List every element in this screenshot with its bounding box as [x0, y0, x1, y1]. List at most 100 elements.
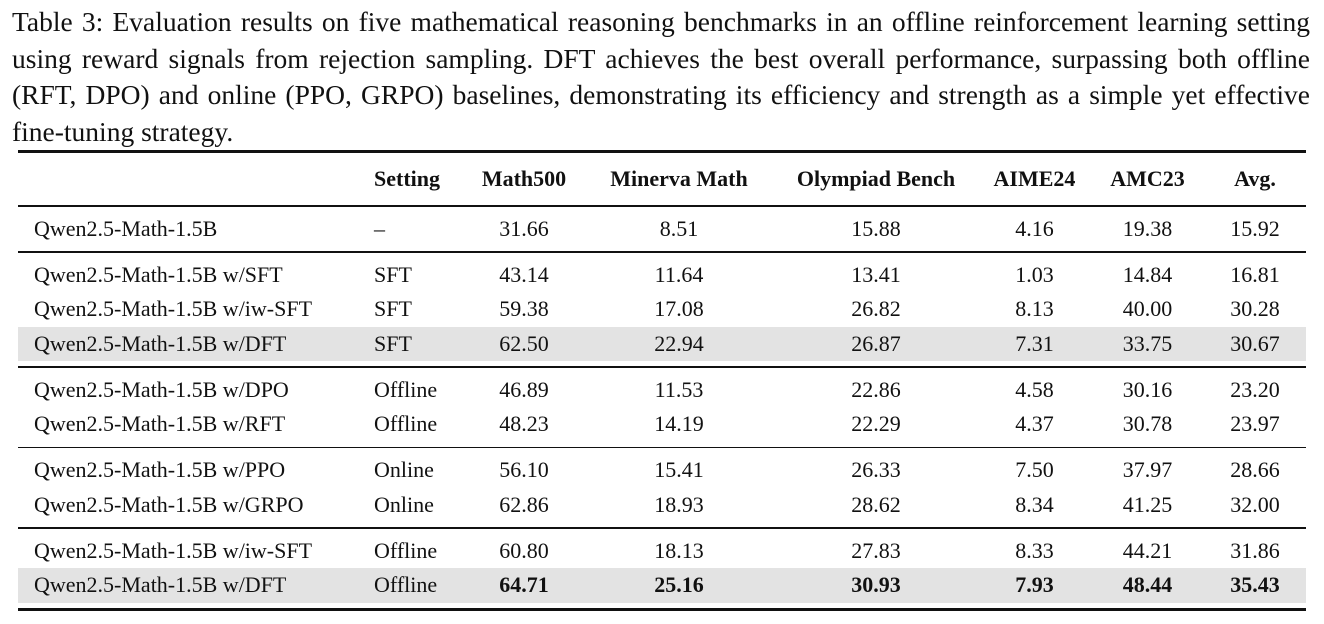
cell-amc23: 30.78: [1122, 411, 1173, 437]
cell-math500: 56.10: [499, 457, 549, 483]
cell-minerva-math: 25.16: [654, 572, 704, 598]
header-olympiad-bench: Olympiad Bench: [796, 166, 956, 191]
cell-aime24: 1.03: [1015, 261, 1054, 287]
cell-model: Qwen2.5-Math-1.5B: [34, 215, 218, 241]
cell-aime24: 4.16: [1015, 215, 1054, 241]
cell-minerva-math: 14.19: [654, 411, 704, 437]
cell-setting: Online: [374, 491, 434, 517]
cell-aime24: 7.50: [1015, 457, 1054, 483]
cell-model: Qwen2.5-Math-1.5B w/RFT: [34, 411, 286, 437]
table-top-rule: [18, 150, 1306, 153]
cell-model: Qwen2.5-Math-1.5B w/PPO: [34, 457, 286, 483]
table-bottom-rule: [18, 607, 1306, 611]
cell-minerva-math: 11.64: [654, 261, 704, 287]
cell-olympiad-bench: 22.29: [851, 411, 901, 437]
cell-minerva-math: 18.13: [654, 537, 704, 563]
cell-olympiad-bench: 22.86: [851, 376, 901, 402]
cell-setting: SFT: [374, 330, 412, 356]
cell-aime24: 8.34: [1015, 491, 1054, 517]
cell-math500: 62.86: [499, 491, 549, 517]
cell-amc23: 48.44: [1122, 572, 1173, 598]
cell-olympiad-bench: 27.83: [851, 537, 901, 563]
cell-setting: Offline: [374, 572, 438, 598]
table-row: Qwen2.5-Math-1.5B w/GRPO Online 62.86 18.93…: [18, 488, 1306, 523]
cell-amc23: 14.84: [1122, 261, 1173, 287]
cell-avg: 35.43: [1230, 572, 1280, 598]
cell-model: Qwen2.5-Math-1.5B w/iw-SFT: [34, 537, 313, 563]
cell-math500: 43.14: [499, 261, 549, 287]
header-minerva-math: Minerva Math: [610, 166, 748, 191]
header-setting: Setting: [374, 166, 440, 191]
cell-model: Qwen2.5-Math-1.5B w/GRPO: [34, 491, 304, 517]
cell-avg: 15.92: [1230, 215, 1280, 241]
cell-aime24: 8.33: [1015, 537, 1054, 563]
cell-avg: 16.81: [1230, 261, 1280, 287]
cell-model: Qwen2.5-Math-1.5B w/SFT: [34, 261, 283, 287]
cell-math500: 62.50: [499, 330, 549, 356]
cell-math500: 60.80: [499, 537, 549, 563]
cell-aime24: 7.93: [1015, 572, 1054, 598]
cell-amc23: 19.38: [1122, 215, 1173, 241]
cell-avg: 23.97: [1230, 411, 1280, 437]
cell-minerva-math: 11.53: [654, 376, 704, 402]
table-row: Qwen2.5-Math-1.5B w/PPO Online 56.10 15.41 2…: [18, 453, 1306, 488]
cell-model: Qwen2.5-Math-1.5B w/DFT: [34, 330, 287, 356]
results-table: Setting Math500 Minerva Math Olympiad Be…: [18, 150, 1306, 611]
table-row: Qwen2.5-Math-1.5B w/DFT Offline 64.71 25.16…: [18, 568, 1306, 603]
cell-amc23: 33.75: [1122, 330, 1173, 356]
cell-minerva-math: 8.51: [659, 215, 699, 241]
header-rule: [18, 205, 1306, 207]
cell-math500: 59.38: [499, 296, 549, 322]
cell-olympiad-bench: 30.93: [851, 572, 901, 598]
table-row: Qwen2.5-Math-1.5B – 31.66 8.51 15.88 4.16 19.3…: [18, 212, 1306, 247]
cell-olympiad-bench: 26.87: [851, 330, 901, 356]
group-divider: [18, 446, 1306, 448]
cell-setting: –: [374, 215, 385, 241]
cell-minerva-math: 18.93: [654, 491, 704, 517]
table-row: Qwen2.5-Math-1.5B w/iw-SFT Offline 60.80 18…: [18, 534, 1306, 569]
cell-setting: SFT: [374, 261, 412, 287]
cell-setting: Online: [374, 457, 434, 483]
cell-aime24: 7.31: [1015, 330, 1054, 356]
cell-math500: 31.66: [499, 215, 549, 241]
cell-math500: 64.71: [499, 572, 549, 598]
cell-setting: SFT: [374, 296, 412, 322]
table-body: Qwen2.5-Math-1.5B – 31.66 8.51 15.88 4.16 19.3…: [18, 207, 1306, 608]
cell-olympiad-bench: 15.88: [851, 215, 901, 241]
table-header-row: Setting Math500 Minerva Math Olympiad Be…: [18, 153, 1306, 205]
header-aime24: AIME24: [993, 166, 1076, 191]
cell-amc23: 40.00: [1122, 296, 1173, 322]
group-divider: [18, 251, 1306, 253]
group-divider: [18, 366, 1306, 368]
table-caption: Table 3: Evaluation results on five math…: [12, 6, 1310, 147]
cell-amc23: 37.97: [1122, 457, 1173, 483]
cell-amc23: 44.21: [1122, 537, 1173, 563]
cell-aime24: 8.13: [1015, 296, 1054, 322]
cell-avg: 23.20: [1230, 376, 1280, 402]
cell-olympiad-bench: 26.33: [851, 457, 901, 483]
cell-math500: 48.23: [499, 411, 549, 437]
header-amc23: AMC23: [1110, 166, 1185, 191]
cell-model: Qwen2.5-Math-1.5B w/DPO: [34, 376, 289, 402]
cell-setting: Offline: [374, 537, 438, 563]
cell-avg: 31.86: [1230, 537, 1280, 563]
cell-avg: 32.00: [1230, 491, 1280, 517]
cell-amc23: 41.25: [1122, 491, 1173, 517]
cell-setting: Offline: [374, 411, 438, 437]
cell-minerva-math: 22.94: [654, 330, 704, 356]
table-row: Qwen2.5-Math-1.5B w/RFT Offline 48.23 14.19…: [18, 407, 1306, 442]
cell-setting: Offline: [374, 376, 438, 402]
cell-minerva-math: 15.41: [654, 457, 704, 483]
cell-aime24: 4.37: [1015, 411, 1054, 437]
cell-avg: 30.67: [1230, 330, 1280, 356]
cell-aime24: 4.58: [1015, 376, 1054, 402]
cell-model: Qwen2.5-Math-1.5B w/DFT: [34, 572, 287, 598]
cell-math500: 46.89: [499, 376, 549, 402]
group-divider: [18, 527, 1306, 529]
cell-avg: 30.28: [1230, 296, 1280, 322]
table-row: Qwen2.5-Math-1.5B w/SFT SFT 43.14 11.64 13.4…: [18, 258, 1306, 293]
header-math500: Math500: [481, 166, 567, 191]
table-row: Qwen2.5-Math-1.5B w/DPO Offline 46.89 11.53…: [18, 373, 1306, 408]
cell-olympiad-bench: 28.62: [851, 491, 901, 517]
cell-amc23: 30.16: [1122, 376, 1173, 402]
